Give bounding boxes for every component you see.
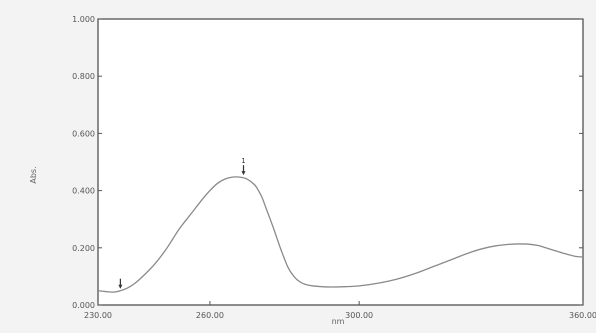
- x-axis-title: nm: [332, 317, 345, 326]
- x-tick-label: 230.00: [84, 311, 112, 320]
- x-tick-label: 260.00: [196, 311, 224, 320]
- x-tick-label: 300.00: [345, 311, 373, 320]
- y-tick-label: 0.200: [72, 244, 95, 253]
- peak-marker-arrow: [118, 284, 123, 289]
- x-tick-label: 360.00: [569, 311, 596, 320]
- y-tick-label: 0.000: [72, 301, 95, 310]
- y-axis-title: Abs.: [29, 166, 38, 183]
- y-tick-label: 0.800: [72, 72, 95, 81]
- peak-marker-arrow: [241, 171, 246, 176]
- y-tick-label: 1.000: [72, 15, 95, 24]
- plot-area: [97, 18, 584, 306]
- y-tick-label: 0.400: [72, 187, 95, 196]
- absorbance-series-line: [97, 176, 584, 293]
- peak-marker-label: 1: [241, 157, 245, 165]
- y-tick-label: 0.600: [72, 129, 95, 138]
